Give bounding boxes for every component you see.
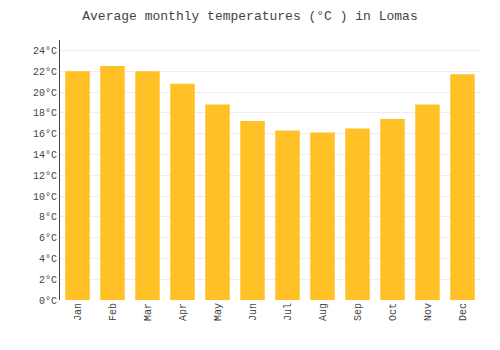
svg-text:May: May xyxy=(213,303,224,321)
svg-text:24°C: 24°C xyxy=(33,46,57,57)
svg-text:Mar: Mar xyxy=(143,303,154,321)
svg-text:12°C: 12°C xyxy=(33,171,57,182)
svg-text:0°C: 0°C xyxy=(39,296,57,307)
svg-text:16°C: 16°C xyxy=(33,129,57,140)
svg-text:6°C: 6°C xyxy=(39,233,57,244)
svg-text:Jan: Jan xyxy=(73,303,84,321)
svg-text:Sep: Sep xyxy=(353,303,364,321)
svg-text:Dec: Dec xyxy=(458,303,469,321)
svg-text:10°C: 10°C xyxy=(33,192,57,203)
svg-text:22°C: 22°C xyxy=(33,67,57,78)
svg-text:Nov: Nov xyxy=(423,303,434,321)
svg-text:18°C: 18°C xyxy=(33,108,57,119)
svg-text:Apr: Apr xyxy=(178,303,189,321)
svg-text:Jul: Jul xyxy=(283,303,294,321)
svg-text:Average monthly temperatures (: Average monthly temperatures (°C ) in Lo… xyxy=(82,9,417,24)
svg-text:14°C: 14°C xyxy=(33,150,57,161)
svg-text:2°C: 2°C xyxy=(39,275,57,286)
svg-text:Jun: Jun xyxy=(248,303,259,321)
svg-text:8°C: 8°C xyxy=(39,212,57,223)
svg-text:4°C: 4°C xyxy=(39,254,57,265)
svg-text:Feb: Feb xyxy=(108,303,119,321)
svg-text:Aug: Aug xyxy=(318,303,329,321)
svg-text:Oct: Oct xyxy=(388,303,399,321)
svg-text:20°C: 20°C xyxy=(33,88,57,99)
